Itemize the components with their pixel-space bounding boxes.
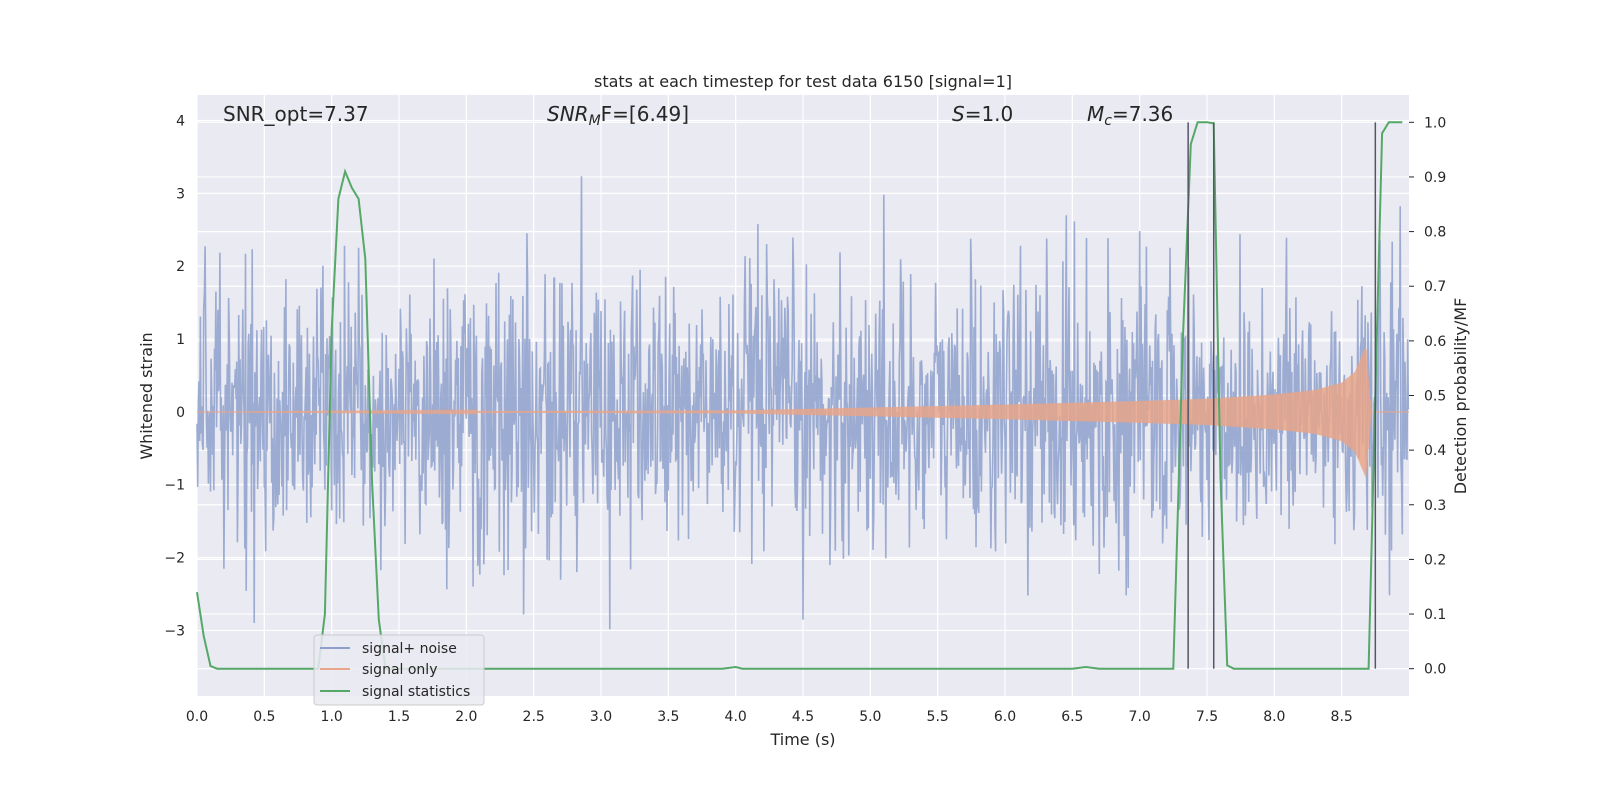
axis-ticks: 0.0 0.5 1.0 1.5 2.0 2.5 3.0 3.5 4.0 4.5 5.0 5.5 6.0 6… [164,113,1446,725]
annotation-mc-value: =7.36 [1112,102,1173,126]
x-tick-label: 6.5 [1061,709,1083,725]
annotations: SNR_opt=7.37 SNRMF=[6.49] S=1.0 Mc=7.36 [223,102,1173,129]
plot-area [196,121,1410,670]
legend-label-signal-statistics: signal statistics [362,684,470,700]
y-tick-label: −1 [164,478,185,494]
legend-label-signal-only: signal only [362,662,437,678]
y-axis-label: Whitened strain [137,332,156,459]
annotation-s-symbol: S [952,102,965,126]
x-tick-label: 7.5 [1196,709,1218,725]
x-tick-label: 5.5 [927,709,949,725]
y-tick-label-right: 0.2 [1424,552,1446,568]
y-tick-label-right: 0.4 [1424,443,1446,459]
y-tick-label-right: 0.9 [1424,170,1446,186]
grid [196,95,1409,696]
series-signal-only [197,347,1409,478]
series-signal-statistics [196,121,1403,670]
vertical-markers [1187,122,1377,669]
x-tick-label: 4.0 [725,709,747,725]
annotation-s: S=1.0 [952,102,1013,126]
x-tick-label: 6.0 [994,709,1016,725]
series-signal-noise [196,176,1410,630]
x-tick-label: 2.0 [455,709,477,725]
y-tick-label-right: 0.0 [1424,662,1446,678]
annotation-snr-mf-value: F=[6.49] [601,102,689,126]
x-tick-label: 5.0 [859,709,881,725]
y-tick-label-right: 1.0 [1424,115,1446,131]
y-tick-label-right: 0.8 [1424,225,1446,241]
y-tick-label-right: 0.6 [1424,334,1446,350]
y-tick-label: 2 [176,259,185,275]
y-tick-label-right: 0.7 [1424,279,1446,295]
annotation-mc-subscript: c [1104,113,1112,129]
x-tick-label: 7.0 [1129,709,1151,725]
annotation-snr-mf: SNRMF=[6.49] [547,102,689,129]
y-tick-label: 1 [176,332,185,348]
annotation-s-value: =1.0 [965,102,1014,126]
x-tick-label: 2.5 [523,709,545,725]
annotation-snr-mf-symbol: SNR [547,102,589,126]
annotation-snr-opt: SNR_opt=7.37 [223,102,369,126]
y-tick-label: −3 [164,623,185,639]
x-tick-label: 1.0 [321,709,343,725]
y-tick-label-right: 0.1 [1424,607,1446,623]
y-tick-label-right: 0.3 [1424,498,1446,514]
x-tick-label: 3.0 [590,709,612,725]
legend-label-signal-noise: signal+ noise [362,641,457,657]
annotation-snr-mf-subscript: M [589,113,601,129]
y-tick-label: −2 [164,551,185,567]
x-tick-label: 1.5 [388,709,410,725]
y-axis-label-right: Detection probability/MF [1451,298,1470,495]
chart-title: stats at each timestep for test data 615… [594,72,1012,91]
legend-box [313,634,485,706]
y-tick-label-right: 0.5 [1424,389,1446,405]
x-tick-label: 8.5 [1331,709,1353,725]
y-tick-label: 3 [176,186,185,202]
x-tick-label: 0.0 [186,709,208,725]
legend: signal+ noise signal only signal statist… [313,634,485,706]
annotation-mc: Mc=7.36 [1087,102,1173,129]
x-tick-label: 3.5 [657,709,679,725]
x-tick-label: 8.0 [1263,709,1285,725]
y-tick-label: 0 [176,405,185,421]
x-tick-label: 0.5 [253,709,275,725]
x-axis-label: Time (s) [769,730,835,749]
annotation-mc-symbol: M [1087,102,1104,126]
x-tick-label: 4.5 [792,709,814,725]
y-tick-label: 4 [176,113,185,129]
